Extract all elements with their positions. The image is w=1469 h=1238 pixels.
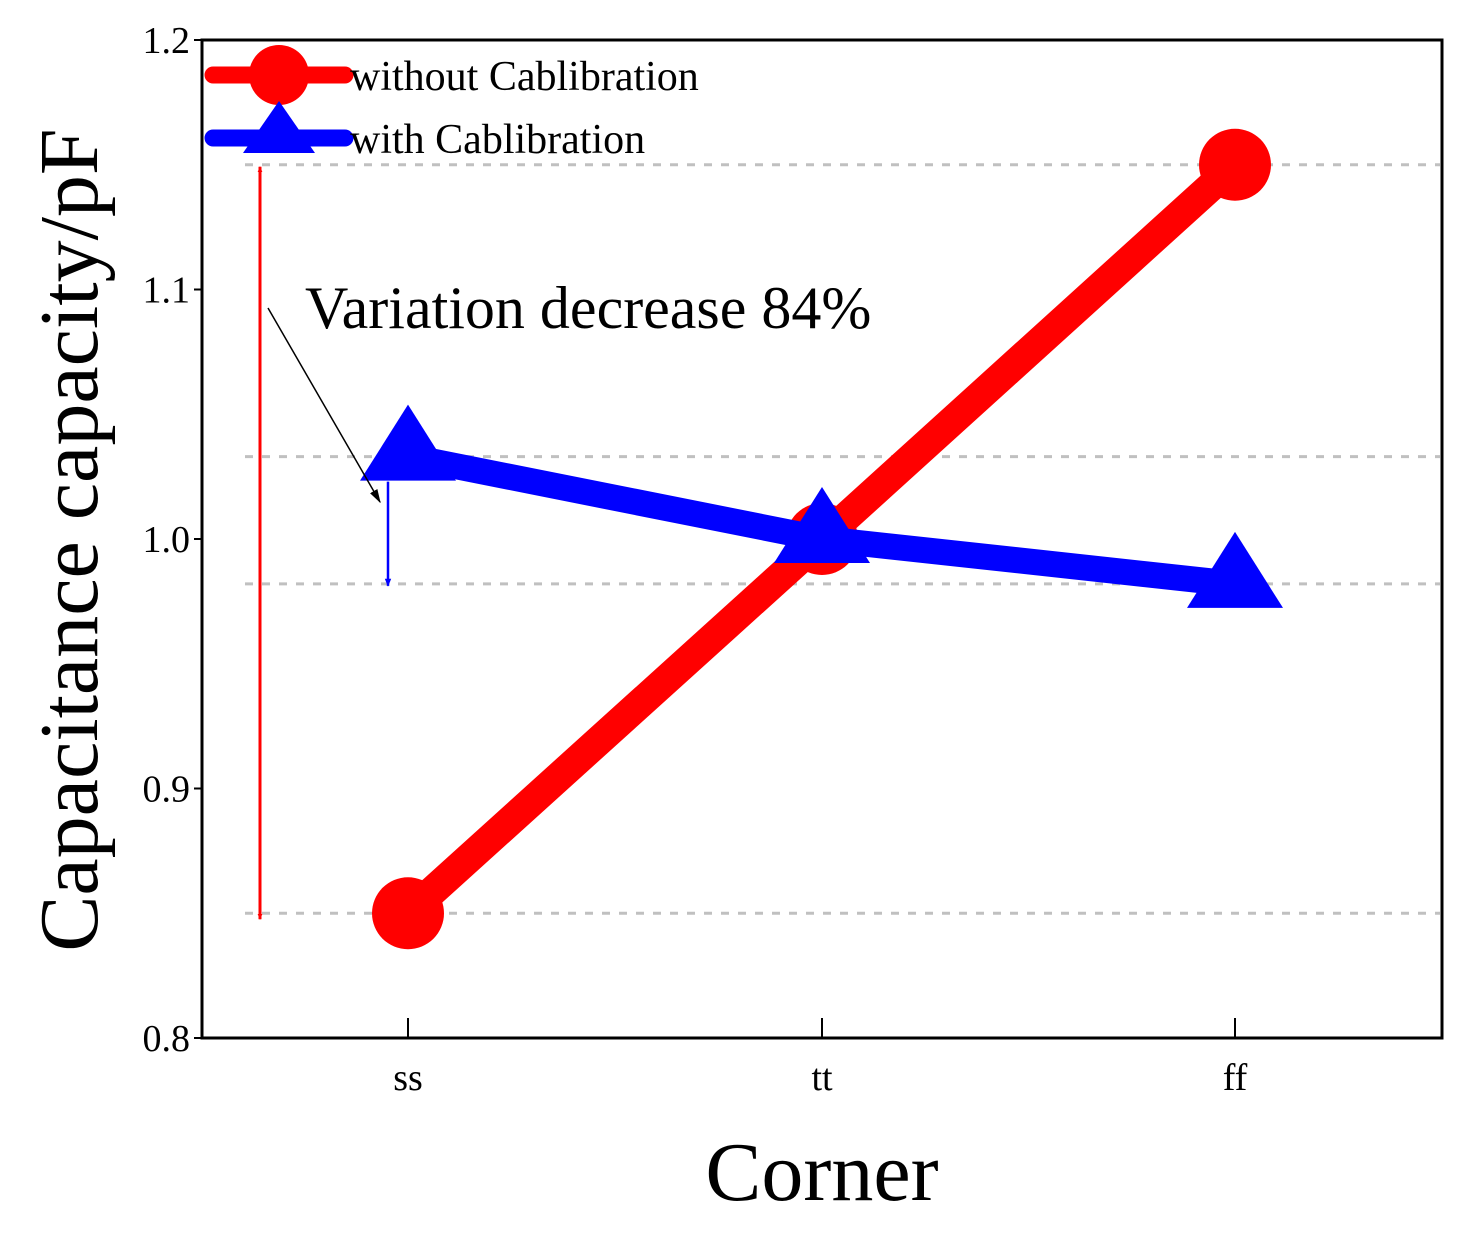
- legend: without Cablibration with Cablibration: [204, 45, 699, 163]
- data-point-triangle: [360, 404, 456, 481]
- annotation-pointer-arrow: [267, 307, 381, 504]
- x-axis: ss tt ff: [393, 1018, 1248, 1099]
- y-tick-label: 1.1: [143, 270, 191, 312]
- x-tick-label: ss: [393, 1057, 423, 1099]
- legend-marker-triangle: [243, 101, 315, 153]
- y-tick-label: 1.2: [143, 20, 191, 62]
- data-point-triangle: [1187, 531, 1283, 608]
- data-point-circle: [1199, 128, 1271, 201]
- y-axis: 0.8 0.9 1.0 1.1 1.2: [143, 20, 202, 1060]
- annotation-text: Variation decrease 84%: [305, 275, 871, 341]
- data-point-triangle: [774, 487, 870, 563]
- x-tick-label: ff: [1223, 1057, 1248, 1099]
- legend-label-without-cablibration: without Cablibration: [350, 54, 699, 100]
- y-axis-title: Capacitance capacity/pF: [23, 128, 116, 951]
- series-layer: [360, 128, 1283, 950]
- range-arrows: [257, 166, 392, 920]
- y-tick-label: 0.9: [143, 769, 191, 811]
- x-axis-title: Corner: [705, 1126, 938, 1219]
- annotation-layer: Variation decrease 84%: [267, 275, 871, 504]
- y-tick-label: 0.8: [143, 1018, 191, 1060]
- y-tick-label: 1.0: [143, 519, 191, 561]
- legend-label-with-cablibration: with Cablibration: [350, 117, 645, 163]
- legend-marker-circle: [249, 45, 309, 105]
- data-point-circle: [372, 877, 444, 950]
- reference-lines: [245, 163, 1440, 915]
- x-tick-label: tt: [811, 1057, 833, 1099]
